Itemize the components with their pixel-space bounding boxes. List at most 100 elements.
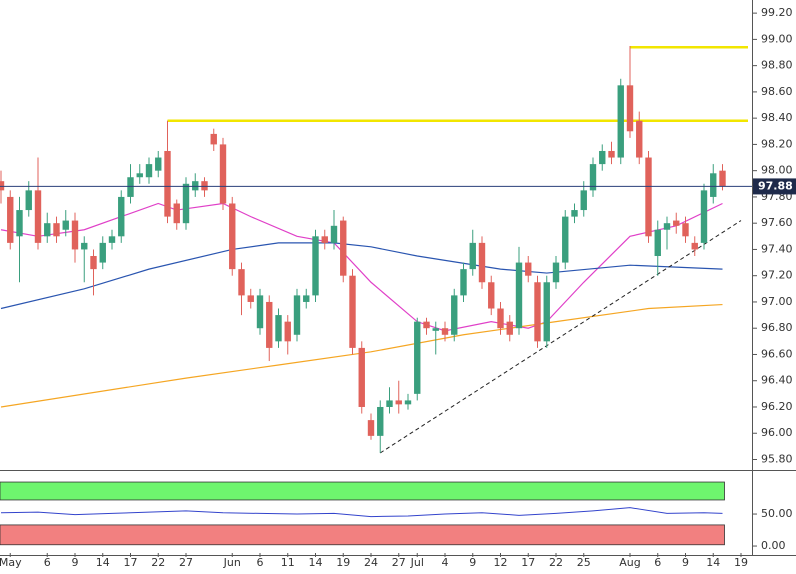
candle-body — [599, 150, 606, 165]
candle-body — [497, 308, 504, 329]
y-tick-label: 97.20 — [761, 269, 793, 282]
candle-body — [608, 150, 615, 158]
y-tick-label: 99.00 — [761, 32, 793, 45]
y-tick-label: 96.60 — [761, 347, 793, 360]
moving-average — [0, 202, 723, 332]
candle-body — [201, 181, 208, 191]
x-tick-label: Aug — [619, 556, 640, 569]
candle-body — [284, 321, 291, 342]
candle-body — [155, 157, 162, 171]
candle-body — [145, 164, 153, 178]
candle-body — [256, 295, 264, 329]
candle-body — [691, 242, 698, 250]
x-tick-label: 17 — [124, 556, 138, 569]
candle-body — [53, 223, 60, 237]
y-tick-label: 97.60 — [761, 216, 793, 229]
candle-body — [266, 301, 273, 348]
x-tick-label: 6 — [44, 556, 51, 569]
candle-body — [34, 190, 42, 243]
x-tick-label: 14 — [96, 556, 110, 569]
y-tick-label: 97.00 — [761, 295, 793, 308]
candle-body — [275, 315, 282, 342]
candle-body — [192, 181, 199, 191]
candle-body — [303, 295, 310, 302]
candle-body — [506, 321, 513, 335]
candle-body — [358, 347, 365, 407]
candle-body — [469, 242, 476, 270]
x-tick-label: 27 — [179, 556, 193, 569]
x-tick-label: Jul — [410, 556, 424, 569]
candle-body — [478, 242, 486, 283]
candle-body — [173, 203, 180, 224]
x-tick-label: 24 — [364, 556, 378, 569]
candle-body — [377, 406, 384, 436]
candle-body — [682, 223, 689, 237]
x-tick-label: 6 — [257, 556, 264, 569]
x-tick-label: Jun — [223, 556, 241, 569]
candle-body — [673, 220, 680, 226]
candle-body — [44, 223, 51, 237]
candle-body — [562, 216, 569, 263]
candle-body — [7, 196, 14, 243]
candle-body — [488, 282, 495, 309]
x-tick-label: 22 — [151, 556, 165, 569]
candle-body — [293, 295, 301, 335]
x-tick-label: 22 — [549, 556, 563, 569]
candle-body — [25, 190, 32, 211]
candle-body — [395, 400, 402, 405]
candle-body — [219, 144, 227, 204]
candle-body — [404, 400, 412, 405]
candle-body — [552, 262, 560, 283]
x-tick-label: 19 — [336, 556, 350, 569]
candle-body — [210, 133, 217, 145]
y-tick-label: 97.40 — [761, 242, 793, 255]
y-tick-label: 98.40 — [761, 111, 793, 124]
candle-body — [710, 173, 717, 197]
candle-body — [719, 170, 726, 187]
candle-body — [515, 262, 523, 329]
candle-body — [164, 150, 171, 217]
x-tick-label: 9 — [72, 556, 79, 569]
y-tick-label: 96.40 — [761, 374, 793, 387]
candle-body — [127, 177, 134, 197]
x-tick-label: May — [0, 556, 22, 569]
indicator-line — [0, 507, 723, 518]
candle-body — [330, 225, 338, 243]
y-tick-label: 98.20 — [761, 137, 793, 150]
candle-body — [247, 295, 254, 302]
candle-body — [626, 85, 634, 132]
candle-body — [0, 181, 5, 191]
candle-body — [99, 242, 106, 263]
x-tick-label: 11 — [281, 556, 295, 569]
y-tick-label: 50.00 — [761, 507, 793, 520]
candle-body — [636, 120, 643, 158]
y-tick-label: 96.00 — [761, 426, 793, 439]
candle-body — [645, 157, 652, 237]
x-tick-label: 9 — [682, 556, 689, 569]
x-tick-label: 14 — [309, 556, 323, 569]
candle-body — [108, 236, 116, 243]
candle-body — [617, 85, 624, 158]
indicator-band — [0, 481, 725, 501]
candle-body — [432, 328, 439, 331]
candle-body — [571, 210, 578, 217]
y-tick-label: 96.20 — [761, 400, 793, 413]
candle-body — [340, 220, 347, 276]
candle-body — [81, 242, 88, 250]
indicator-band — [0, 524, 725, 546]
candle-body — [451, 295, 458, 335]
candle-body — [414, 321, 421, 394]
y-tick-label: 96.80 — [761, 321, 793, 334]
x-tick-label: 27 — [392, 556, 406, 569]
x-tick-label: 6 — [654, 556, 661, 569]
candle-body — [136, 173, 143, 178]
candle-body — [367, 420, 375, 436]
y-tick-label: 0.00 — [761, 539, 786, 552]
x-tick-label: 25 — [577, 556, 591, 569]
candle-body — [663, 223, 671, 230]
moving-average — [0, 242, 723, 310]
candle-body — [238, 269, 245, 296]
candle-body — [580, 190, 587, 211]
